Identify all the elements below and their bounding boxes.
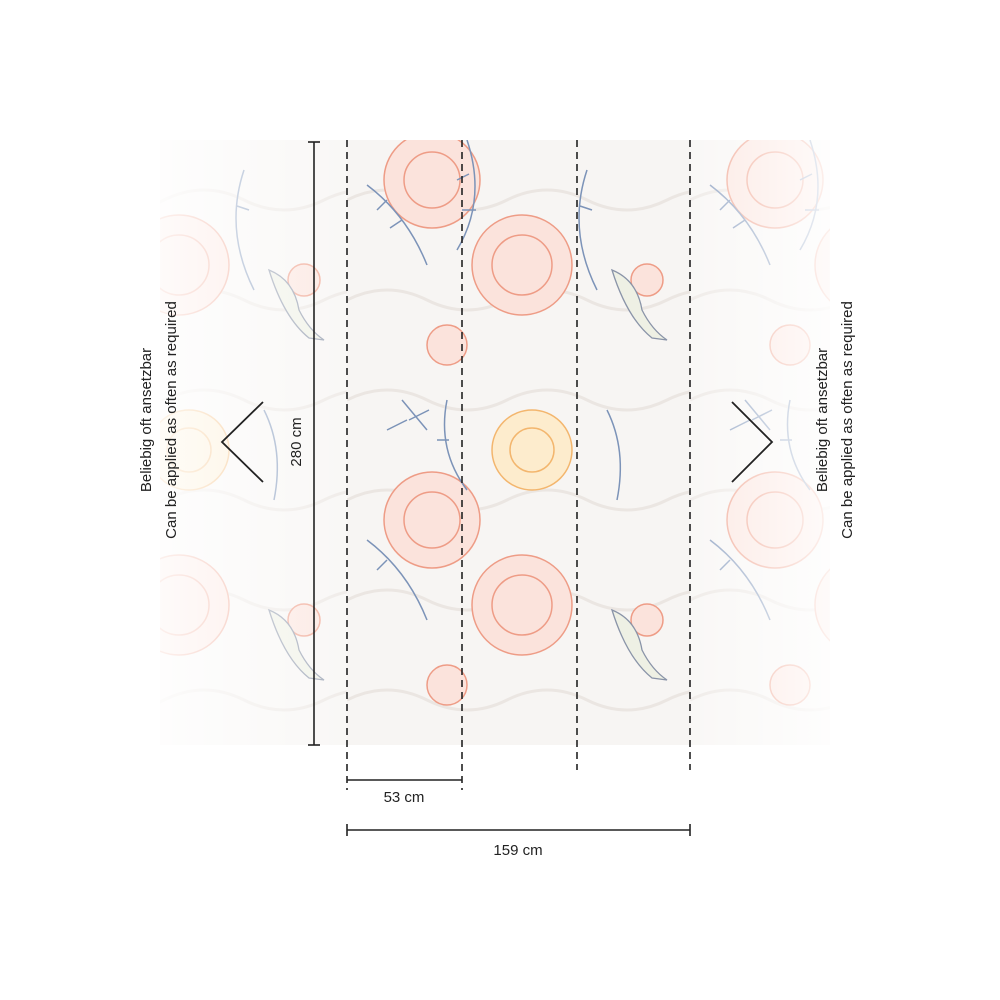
total-width-label: 159 cm (493, 842, 542, 859)
faded-left-panel (160, 140, 347, 745)
chevron-right (731, 401, 774, 483)
repeat-note-de: Beliebig oft ansetzbar (814, 348, 831, 492)
repeat-note-en: Can be applied as often as required (163, 301, 180, 539)
repeat-note-en: Can be applied as often as required (839, 301, 856, 539)
height-dimension (308, 141, 320, 746)
wallpaper-panel (347, 140, 690, 745)
strip-width-label: 53 cm (384, 789, 425, 806)
repeat-note-de: Beliebig oft ansetzbar (138, 348, 155, 492)
height-label: 280 cm (288, 417, 305, 466)
chevron-left (220, 401, 264, 483)
total-width-dimension (346, 824, 691, 836)
faded-right-panel (690, 140, 830, 745)
